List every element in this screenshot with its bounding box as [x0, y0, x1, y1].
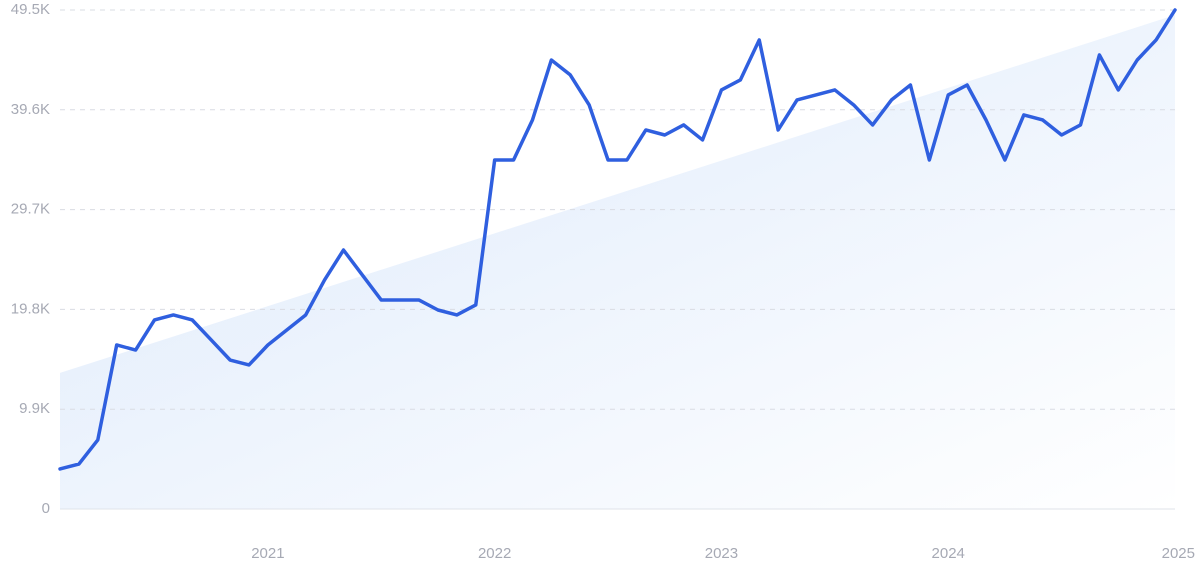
y-tick-label: 39.6K	[11, 101, 50, 118]
x-tick-label: 2025	[1162, 545, 1195, 562]
y-tick-label: 0	[42, 500, 50, 517]
y-tick-label: 9.9K	[19, 400, 50, 417]
x-tick-label: 2024	[932, 545, 965, 562]
x-tick-label: 2022	[478, 545, 511, 562]
x-tick-label: 2021	[251, 545, 284, 562]
y-tick-label: 19.8K	[11, 300, 50, 317]
trend-area	[60, 15, 1175, 509]
x-tick-label: 2023	[705, 545, 738, 562]
y-tick-label: 49.5K	[11, 1, 50, 18]
data-line	[58, 8, 1177, 471]
y-tick-label: 29.7K	[11, 201, 50, 218]
